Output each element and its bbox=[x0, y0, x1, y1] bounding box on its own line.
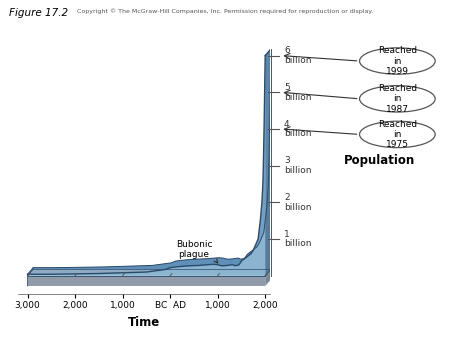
Text: 5
billion: 5 billion bbox=[284, 83, 311, 102]
Text: 2
billion: 2 billion bbox=[284, 193, 311, 212]
Polygon shape bbox=[265, 49, 271, 276]
Text: Copyright © The McGraw-Hill Companies, Inc. Permission required for reproduction: Copyright © The McGraw-Hill Companies, I… bbox=[77, 8, 373, 14]
Text: Reached
in
1975: Reached in 1975 bbox=[378, 120, 417, 149]
X-axis label: Time: Time bbox=[128, 316, 160, 329]
Polygon shape bbox=[27, 49, 271, 274]
Text: 4
billion: 4 billion bbox=[284, 120, 311, 138]
Text: Population: Population bbox=[344, 153, 415, 167]
Text: 1
billion: 1 billion bbox=[284, 230, 311, 248]
Polygon shape bbox=[33, 49, 271, 269]
Ellipse shape bbox=[360, 86, 435, 112]
Polygon shape bbox=[265, 269, 271, 286]
Polygon shape bbox=[27, 276, 265, 286]
Polygon shape bbox=[27, 269, 271, 276]
Text: Figure 17.2: Figure 17.2 bbox=[9, 8, 68, 19]
Ellipse shape bbox=[360, 48, 435, 74]
Polygon shape bbox=[27, 55, 265, 276]
Text: Bubonic
plague: Bubonic plague bbox=[176, 240, 218, 263]
Ellipse shape bbox=[360, 121, 435, 148]
Text: Reached
in
1999: Reached in 1999 bbox=[378, 46, 417, 76]
Text: Reached
in
1987: Reached in 1987 bbox=[378, 84, 417, 114]
Text: 3
billion: 3 billion bbox=[284, 156, 311, 175]
Text: 6
billion: 6 billion bbox=[284, 46, 311, 65]
